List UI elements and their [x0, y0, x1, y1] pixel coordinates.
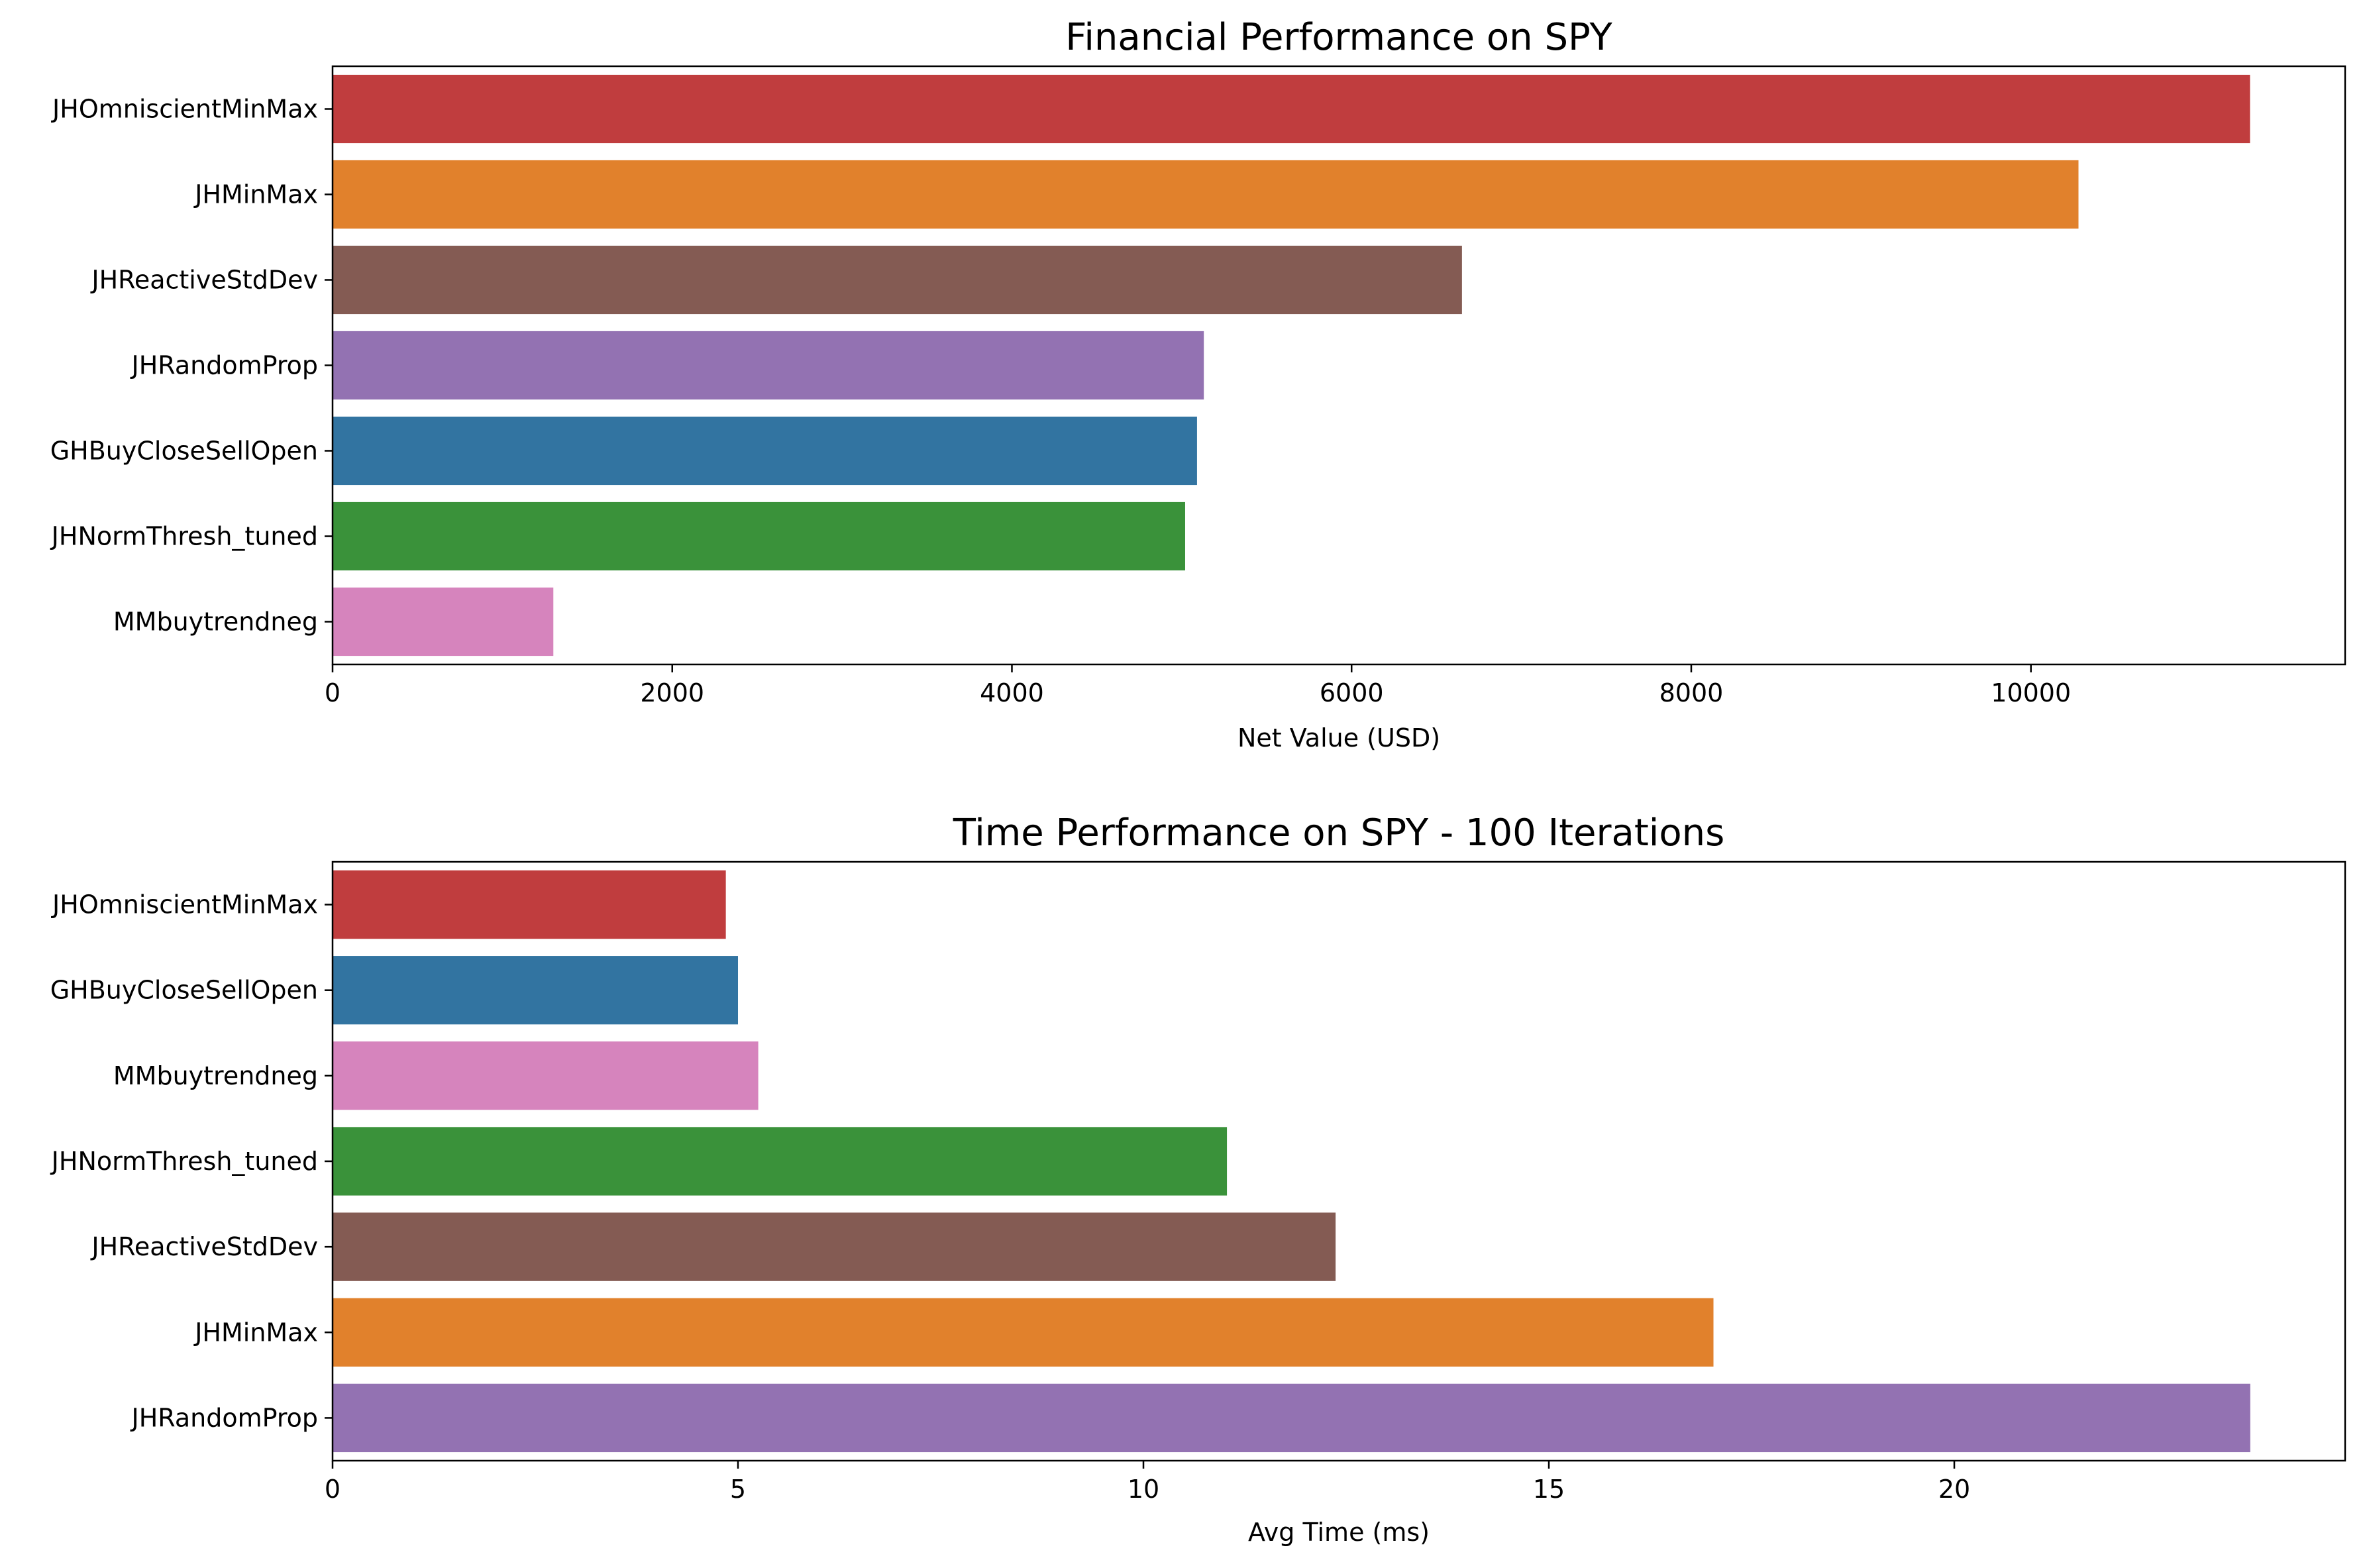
- bar-JHRandomProp: [333, 1383, 2250, 1453]
- y-tick-label: JHReactiveStdDev: [90, 266, 318, 295]
- x-tick-label: 10: [1128, 1475, 1159, 1504]
- bar-MMbuytrendneg: [333, 587, 554, 656]
- axes-frame: [331, 65, 2346, 666]
- y-tick-label: JHMinMax: [193, 180, 318, 209]
- x-axis-label: Net Value (USD): [1237, 723, 1440, 753]
- y-tick-label: JHReactiveStdDev: [90, 1232, 318, 1261]
- x-tick-label: 5: [730, 1475, 746, 1504]
- y-tick-label: JHOmniscientMinMax: [51, 95, 318, 124]
- x-tick-label: 8000: [1659, 678, 1724, 707]
- bar-JHNormThresh_tuned: [333, 1127, 1228, 1196]
- y-tick-label: JHNormThresh_tuned: [50, 1147, 318, 1176]
- y-tick-label: MMbuytrendneg: [113, 607, 318, 637]
- bar-JHReactiveStdDev: [333, 1212, 1336, 1281]
- y-tick-label: JHOmniscientMinMax: [51, 890, 318, 919]
- x-axis-label: Avg Time (ms): [1248, 1518, 1430, 1547]
- y-tick-label: GHBuyCloseSellOpen: [50, 437, 318, 466]
- bar-JHOmniscientMinMax: [333, 74, 2250, 144]
- x-tick-label: 15: [1533, 1475, 1565, 1504]
- bar-JHOmniscientMinMax: [333, 870, 726, 939]
- y-tick-label: JHRandomProp: [130, 351, 318, 380]
- chart-panel-2: Time Performance on SPY - 100 Iterations…: [50, 811, 2346, 1547]
- axes-frame: [331, 861, 2346, 1462]
- chart-title: Financial Performance on SPY: [1065, 16, 1612, 59]
- bar-MMbuytrendneg: [333, 1041, 759, 1110]
- x-tick-label: 10000: [1991, 678, 2071, 707]
- x-tick-label: 2000: [640, 678, 704, 707]
- bar-GHBuyCloseSellOpen: [333, 416, 1197, 486]
- bar-GHBuyCloseSellOpen: [333, 956, 739, 1025]
- bar-JHNormThresh_tuned: [333, 501, 1185, 571]
- bar-JHReactiveStdDev: [333, 245, 1462, 315]
- y-tick-label: GHBuyCloseSellOpen: [50, 976, 318, 1005]
- x-tick-label: 0: [325, 678, 341, 707]
- bar-JHRandomProp: [333, 331, 1204, 400]
- bar-JHMinMax: [333, 1298, 1714, 1367]
- bar-JHMinMax: [333, 160, 2079, 229]
- x-tick-label: 6000: [1320, 678, 1384, 707]
- chart-panel-1: Financial Performance on SPY JHOmniscient…: [50, 16, 2346, 753]
- chart-title: Time Performance on SPY - 100 Iterations: [953, 811, 1725, 855]
- x-tick-label: 0: [325, 1475, 341, 1504]
- y-tick-label: MMbuytrendneg: [113, 1061, 318, 1090]
- x-tick-label: 4000: [980, 678, 1044, 707]
- x-tick-label: 20: [1938, 1475, 1970, 1504]
- y-tick-label: JHRandomProp: [130, 1403, 318, 1432]
- y-tick-label: JHNormThresh_tuned: [50, 522, 318, 551]
- y-tick-label: JHMinMax: [193, 1318, 318, 1347]
